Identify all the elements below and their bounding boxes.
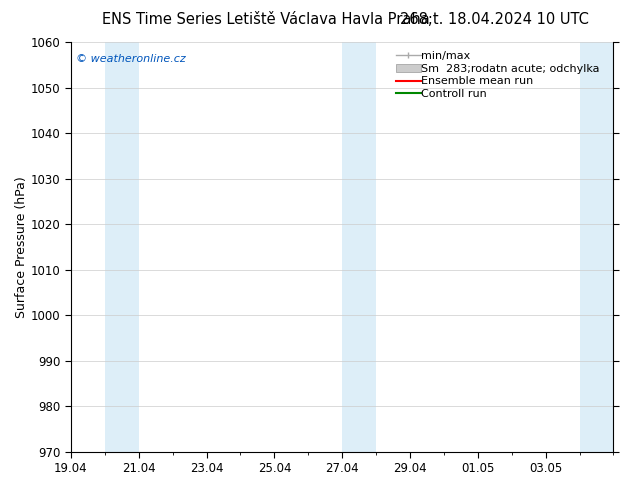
Legend: min/max, Sm  283;rodatn acute; odchylka, Ensemble mean run, Controll run: min/max, Sm 283;rodatn acute; odchylka, … xyxy=(392,48,608,102)
Bar xyxy=(579,42,614,452)
Text: ENS Time Series Letiště Václava Havla Praha: ENS Time Series Letiště Václava Havla Pr… xyxy=(103,12,430,27)
Bar xyxy=(105,42,139,452)
Y-axis label: Surface Pressure (hPa): Surface Pressure (hPa) xyxy=(15,176,28,318)
Text: © weatheronline.cz: © weatheronline.cz xyxy=(76,54,186,64)
Text: 268;t. 18.04.2024 10 UTC: 268;t. 18.04.2024 10 UTC xyxy=(400,12,589,27)
Bar xyxy=(342,42,376,452)
